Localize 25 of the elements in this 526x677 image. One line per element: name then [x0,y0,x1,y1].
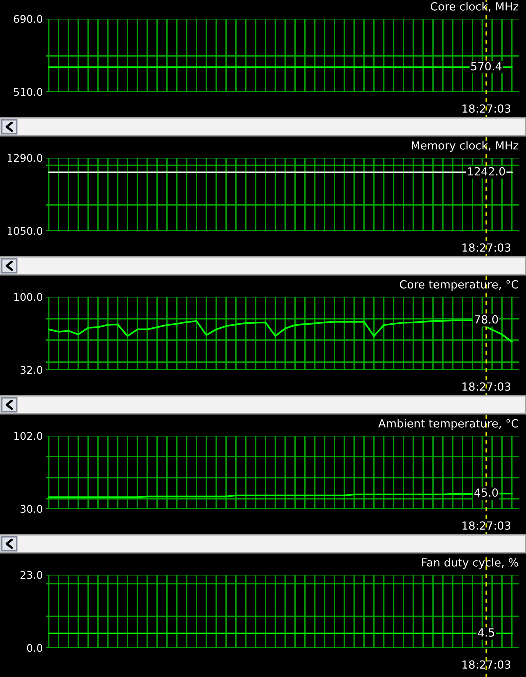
chart-title: Core temperature, °C [400,280,518,291]
annotation: 78.0 [475,315,498,324]
y-tick-label: 510.0 [14,88,43,96]
y-tick-label: 100.0 [14,293,43,302]
y-tick-label: 690.0 [14,15,43,24]
chart-title: Core clock, MHz [431,2,519,12]
y-tick-label: 30.0 [20,505,43,514]
y-tick-label: 1290.0 [8,154,43,162]
text: 18:27:03 [462,660,511,670]
chart-title: Memory clock, MHz [412,141,519,152]
text: 18:27:03 [462,104,511,114]
y-tick-label: 0.0 [27,644,43,652]
y-tick-label: 102.0 [14,432,43,440]
annotation: 4.5 [478,628,494,637]
y-tick-label: 23.0 [20,571,43,580]
y-tick-label: 1050.0 [8,227,43,236]
annotation: 1242.0 [468,167,506,176]
chart-title: Fan duty cycle, % [422,558,518,569]
text: 18:27:03 [462,382,511,392]
chart-title: Ambient temperature, °C [378,419,518,430]
annotation: 570.4 [471,62,502,71]
text: 18:27:03 [462,244,511,252]
annotation: 45.0 [474,488,498,498]
y-tick-label: 32.0 [20,366,43,374]
text: 18:27:03 [462,522,511,530]
